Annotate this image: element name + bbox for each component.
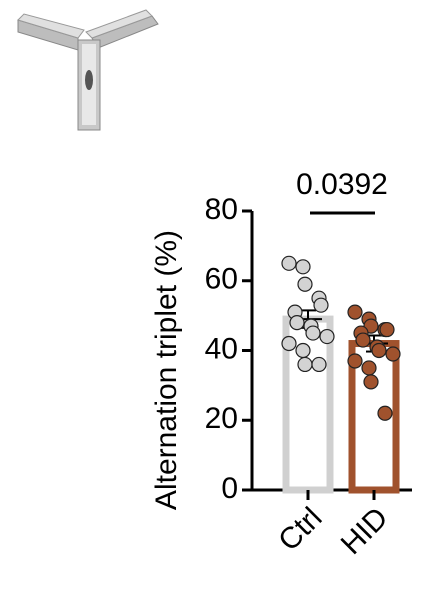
- y-tick-label: 40: [205, 332, 238, 365]
- data-point: [311, 356, 327, 373]
- y-maze-icon: [17, 9, 159, 131]
- data-point: [289, 315, 305, 331]
- x-tick-label: HID: [335, 501, 395, 561]
- data-point: [297, 276, 313, 292]
- data-point: [281, 335, 297, 352]
- data-point: [295, 342, 311, 359]
- y-tick-label: 60: [205, 263, 238, 296]
- data-point: [355, 332, 371, 348]
- y-tick-label: 80: [205, 193, 238, 226]
- data-point: [281, 255, 297, 271]
- x-tick-label: Ctrl: [272, 501, 328, 557]
- data-point: [363, 374, 379, 390]
- data-point: [305, 325, 321, 341]
- y-axis-label: Alternation triplet (%): [150, 230, 183, 510]
- data-point: [297, 356, 313, 373]
- y-tick-label: 20: [205, 402, 238, 435]
- data-point: [295, 259, 311, 275]
- data-point: [377, 405, 393, 421]
- data-point: [347, 304, 363, 320]
- data-point: [319, 328, 335, 345]
- data-point: [385, 346, 401, 362]
- data-point: [347, 353, 363, 369]
- data-point: [361, 360, 377, 376]
- data-point: [371, 342, 387, 359]
- data-point: [313, 297, 329, 313]
- annotation: 0.0392: [296, 168, 388, 201]
- data-point: [379, 321, 395, 338]
- y-tick-label: 0: [221, 472, 238, 505]
